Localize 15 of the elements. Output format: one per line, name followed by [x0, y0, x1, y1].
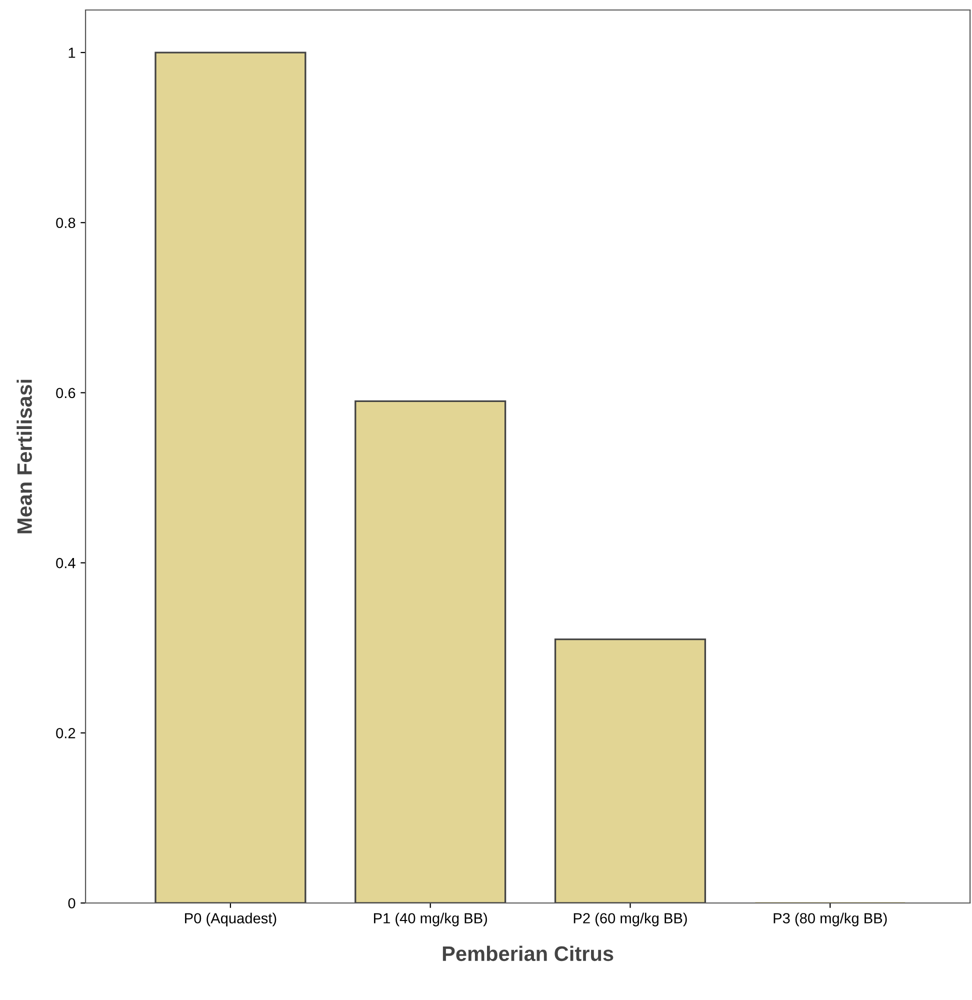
- x-tick-label: P1 (40 mg/kg BB): [374, 912, 487, 926]
- y-tick-label: 0.4: [56, 558, 76, 568]
- y-tick-label: 1: [68, 48, 76, 58]
- y-tick-label: 0.2: [56, 728, 76, 738]
- y-axis-title: Mean Fertilisasi: [16, 380, 32, 534]
- x-tick-label: P0 (Aquadest): [185, 912, 276, 926]
- bar: [354, 400, 506, 903]
- y-tick-label: 0.8: [56, 218, 76, 228]
- x-axis-title: Pemberian Citrus: [442, 946, 614, 962]
- x-tick-label: P3 (80 mg/kg BB): [774, 912, 887, 926]
- bar: [554, 638, 706, 903]
- y-tick-label: 0: [68, 898, 76, 908]
- bar: [154, 52, 306, 903]
- y-tick-label: 0.6: [56, 388, 76, 398]
- x-tick-label: P2 (60 mg/kg BB): [574, 912, 687, 926]
